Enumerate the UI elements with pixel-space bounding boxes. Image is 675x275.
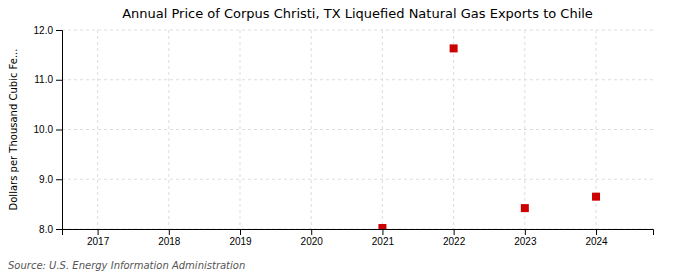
y-tick-label: 12.0 — [34, 25, 54, 36]
y-tick: 12.0 — [34, 25, 62, 36]
x-tick-label: 2024 — [585, 236, 608, 247]
x-tick-label: 2017 — [87, 236, 110, 247]
chart: 2017 2018 2019 2020 2021 2022 2023 2024 8.0 9.0 10… — [0, 0, 675, 275]
x-tick-mark — [169, 229, 170, 235]
point — [450, 44, 458, 52]
grid — [62, 30, 653, 229]
x-tick-mark — [240, 229, 241, 235]
x-tick-label: 2020 — [301, 236, 324, 247]
y-tick: 11.0 — [34, 74, 62, 85]
x-tick-mark — [98, 229, 99, 235]
y-tick-mark — [56, 179, 62, 180]
y-tick-label: 9.0 — [39, 174, 53, 185]
x-tick-mark — [454, 229, 455, 235]
x-tick-label: 2022 — [443, 236, 466, 247]
grid-line-x — [97, 30, 98, 229]
grid-line-y — [62, 129, 653, 130]
x-tick-label: 2018 — [158, 236, 181, 247]
x-tick-label: 2023 — [514, 236, 537, 247]
grid-line-y — [62, 79, 653, 80]
point — [521, 204, 529, 212]
x-tick-mark — [382, 229, 383, 235]
point — [378, 224, 386, 229]
y-axis-title: Dollars per Thousand Cubic Fe... — [8, 49, 19, 211]
x-axis: 2017 2018 2019 2020 2021 2022 2023 2024 — [63, 229, 654, 247]
x-tick-mark — [311, 229, 312, 235]
annotation: Source: U.S. Energy Information Administ… — [8, 260, 245, 271]
grid-line-x — [240, 30, 241, 229]
x-tick: 2024 — [585, 229, 608, 247]
x-tick: 2019 — [229, 229, 252, 247]
x-tick: 2022 — [443, 229, 466, 247]
points — [378, 44, 600, 229]
x-tick: 2020 — [301, 229, 324, 247]
grid-line-y — [62, 179, 653, 180]
y-axis: 8.0 9.0 10.0 11.0 12.0 — [34, 25, 63, 235]
y-tick: 9.0 — [39, 174, 62, 185]
y-tick-label: 11.0 — [34, 74, 53, 85]
x-tick-label: 2019 — [229, 236, 252, 247]
plot-area: 2017 2018 2019 2020 2021 2022 2023 2024 8.0 9.0 10… — [34, 25, 654, 247]
y-tick-label: 10.0 — [34, 124, 54, 135]
y-tick-mark — [56, 30, 62, 31]
point — [592, 193, 600, 201]
x-tick: 2023 — [514, 229, 537, 247]
y-tick: 8.0 — [39, 224, 62, 235]
y-tick-mark — [56, 229, 62, 230]
y-tick-mark — [56, 80, 62, 81]
x-tick: 2017 — [87, 229, 110, 247]
title: Annual Price of Corpus Christi, TX Lique… — [122, 6, 593, 21]
grid-line-x — [168, 30, 169, 229]
y-tick-label: 8.0 — [39, 224, 53, 235]
grid-line-y — [62, 30, 653, 31]
y-tick: 10.0 — [34, 124, 62, 135]
x-tick-label: 2021 — [372, 236, 395, 247]
x-tick: 2021 — [372, 229, 395, 247]
x-tick-mark — [596, 229, 597, 235]
x-tick-mark — [525, 229, 526, 235]
x-axis-line — [63, 230, 654, 236]
y-axis-line — [56, 31, 63, 230]
y-tick-mark — [56, 130, 62, 131]
x-tick: 2018 — [158, 229, 181, 247]
